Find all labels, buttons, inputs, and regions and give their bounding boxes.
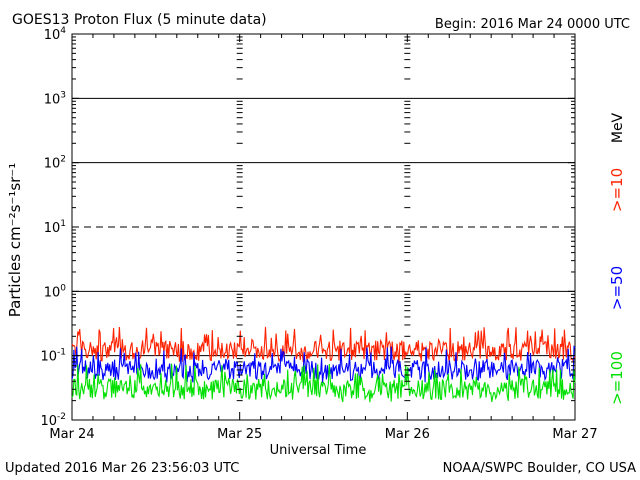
units-label: MeV (610, 112, 626, 143)
chart-title: GOES13 Proton Flux (5 minute data) (12, 12, 267, 28)
y-tick-label: 103 (44, 90, 66, 107)
series-line (71, 326, 576, 364)
series-label: >=10 (608, 168, 626, 212)
series-label: >=100 (608, 351, 626, 405)
y-axis-label: Particles cm⁻²s⁻¹sr⁻¹ (6, 163, 24, 317)
series-layer (71, 326, 576, 403)
series-label: >=50 (608, 266, 626, 310)
x-axis-label: Universal Time (270, 443, 367, 458)
y-tick-label: 100 (44, 283, 67, 300)
x-tick-label: Mar 25 (217, 427, 262, 442)
updated-timestamp: Updated 2016 Mar 26 23:56:03 UTC (5, 461, 239, 476)
threshold-lines (72, 97, 575, 357)
x-tick-label: Mar 26 (385, 427, 430, 442)
y-tick-label: 102 (44, 155, 66, 172)
y-tick-label: 10-2 (40, 412, 66, 429)
y-tick-label: 104 (44, 26, 67, 43)
y-tick-label: 10-1 (40, 348, 66, 365)
x-tick-label: Mar 27 (552, 427, 597, 442)
x-tick-label: Mar 24 (49, 427, 94, 442)
axes: 10-2 10-1 100 101 102 103 104 Mar 24 Mar 25 Mar 2… (40, 26, 597, 442)
credit-text: NOAA/SWPC Boulder, CO USA (443, 461, 636, 476)
series-line (71, 345, 576, 383)
begin-date: Begin: 2016 Mar 24 0000 UTC (435, 17, 630, 32)
series-line (71, 363, 576, 403)
right-labels: MeV >=10 >=50 >=100 (608, 112, 626, 404)
y-tick-label: 101 (44, 219, 66, 236)
